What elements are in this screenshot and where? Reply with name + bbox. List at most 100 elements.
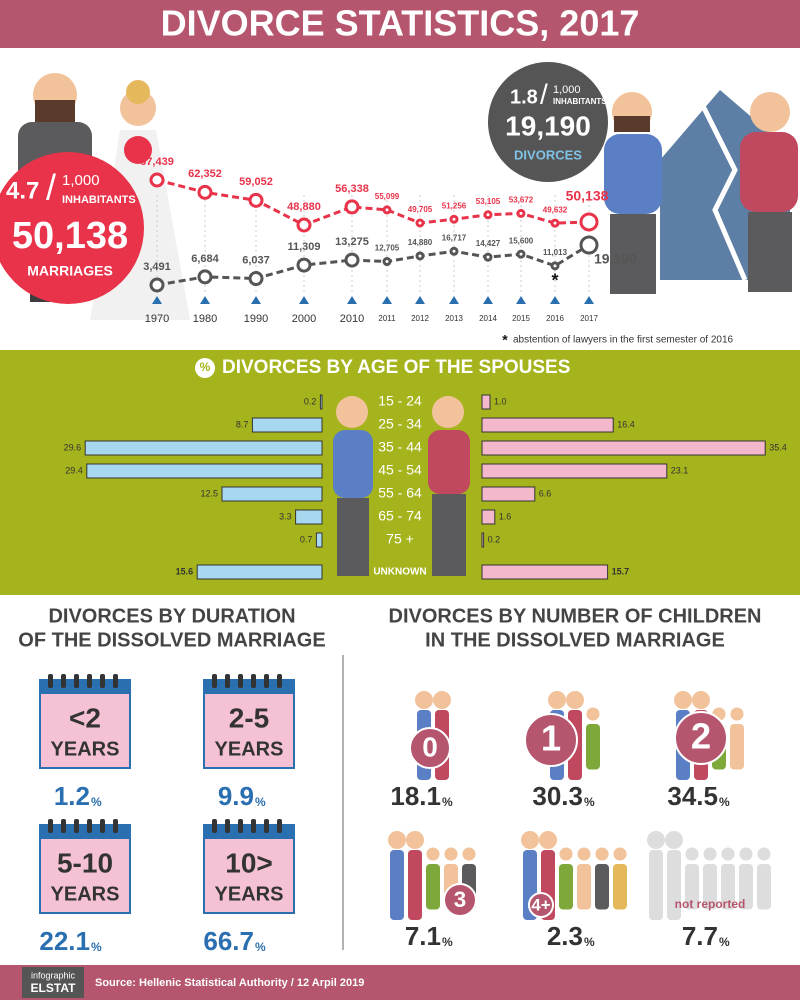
family-body <box>649 850 663 920</box>
women-bar <box>481 486 536 502</box>
total: 50,138 <box>12 215 128 257</box>
percent-icon-text: % <box>200 360 211 374</box>
divorce-point <box>415 251 425 261</box>
calendar-ring <box>74 674 79 688</box>
marriage-label: 56,338 <box>335 183 369 195</box>
divorce-line <box>156 243 590 287</box>
family-head <box>433 691 451 709</box>
year-label: 1990 <box>244 313 268 325</box>
men-value: 0.2 <box>304 396 317 406</box>
family-body <box>667 850 681 920</box>
women-bar <box>481 417 614 433</box>
calendar-ring <box>212 819 217 833</box>
divorce-label: 13,275 <box>335 236 369 248</box>
men-bar <box>86 463 323 479</box>
header-band <box>0 0 800 48</box>
separator: / <box>46 167 56 208</box>
logo-top: infographic <box>31 970 76 980</box>
children-value: 30.3 <box>532 781 583 811</box>
family-body <box>408 850 422 920</box>
calendar <box>203 679 295 769</box>
family-head <box>406 831 424 849</box>
age-label: 55 - 64 <box>378 485 422 501</box>
family-head <box>757 847 771 861</box>
year-label: 2012 <box>411 314 429 323</box>
marriage-point <box>149 172 165 188</box>
year-marker <box>251 296 261 304</box>
marriage-point <box>516 208 526 218</box>
calendar-ring <box>74 819 79 833</box>
family-head <box>665 831 683 849</box>
year-marker <box>584 296 594 304</box>
family-head <box>685 847 699 861</box>
divorce-point <box>382 257 392 267</box>
calendar-ring <box>61 819 66 833</box>
year-marker <box>299 296 309 304</box>
children-label: 1 <box>541 718 561 759</box>
family-head <box>613 847 627 861</box>
marriage-label: 55,099 <box>375 192 400 201</box>
family-body <box>559 864 573 910</box>
family-head <box>462 847 476 861</box>
logo-bottom: ELSTAT <box>31 981 77 995</box>
marriage-label: 49,705 <box>408 205 433 214</box>
family-body <box>703 864 717 910</box>
children-unit: % <box>442 935 453 949</box>
source: Source: Hellenic Statistical Authority /… <box>95 977 364 989</box>
per: 1,000 <box>553 84 581 96</box>
divorce-label: 16,717 <box>442 233 467 242</box>
year-label: 2014 <box>479 314 497 323</box>
men-value: 3.3 <box>279 511 292 521</box>
duration-value: 1.2 <box>54 781 90 811</box>
section-title: IN THE DISSOLVED MARRIAGE <box>425 629 725 651</box>
family-head <box>559 847 573 861</box>
children-unit: % <box>442 795 453 809</box>
duration-unit: % <box>91 940 102 954</box>
year-marker <box>382 296 392 304</box>
marriage-label: 53,672 <box>509 195 534 204</box>
spouses-illustration <box>333 396 470 576</box>
women-value: 1.6 <box>499 511 512 521</box>
divorce-label: 14,427 <box>476 239 501 248</box>
year-marker <box>449 296 459 304</box>
men-bar <box>319 394 323 410</box>
children-label: 3 <box>454 887 466 912</box>
section-title: DIVORCES BY DURATION <box>48 605 295 627</box>
divorce-point <box>248 271 264 287</box>
marriage-point <box>382 205 392 215</box>
family-body <box>721 864 735 910</box>
family-body <box>390 850 404 920</box>
year-marker <box>200 296 210 304</box>
family-head <box>730 707 744 721</box>
family-head <box>647 831 665 849</box>
family-body <box>426 864 440 910</box>
divorce-point <box>449 246 459 256</box>
family-body <box>586 724 600 770</box>
total-label: DIVORCES <box>514 147 582 162</box>
calendar <box>203 824 295 914</box>
family-body <box>757 864 771 910</box>
year-label: 2010 <box>340 313 364 325</box>
family-head <box>444 847 458 861</box>
year-marker <box>347 296 357 304</box>
family-head <box>388 831 406 849</box>
divorce-label: 11,013 <box>543 248 568 257</box>
men-bar <box>196 564 323 580</box>
children-unit: % <box>584 795 595 809</box>
children-value: 7.7 <box>682 921 718 951</box>
women-bar <box>481 509 496 525</box>
age-label: 15 - 24 <box>378 393 422 409</box>
year-marker <box>152 296 162 304</box>
year-marker <box>550 296 560 304</box>
children-unit: % <box>719 935 730 949</box>
marriage-point <box>579 212 599 232</box>
children-value: 7.1 <box>405 921 441 951</box>
men-bar <box>84 440 323 456</box>
women-bar <box>481 440 766 456</box>
family-body <box>577 864 591 910</box>
marriage-label: 67,439 <box>140 156 174 168</box>
family-body <box>685 864 699 910</box>
children-label: not reported <box>675 897 746 911</box>
family-body <box>613 864 627 910</box>
